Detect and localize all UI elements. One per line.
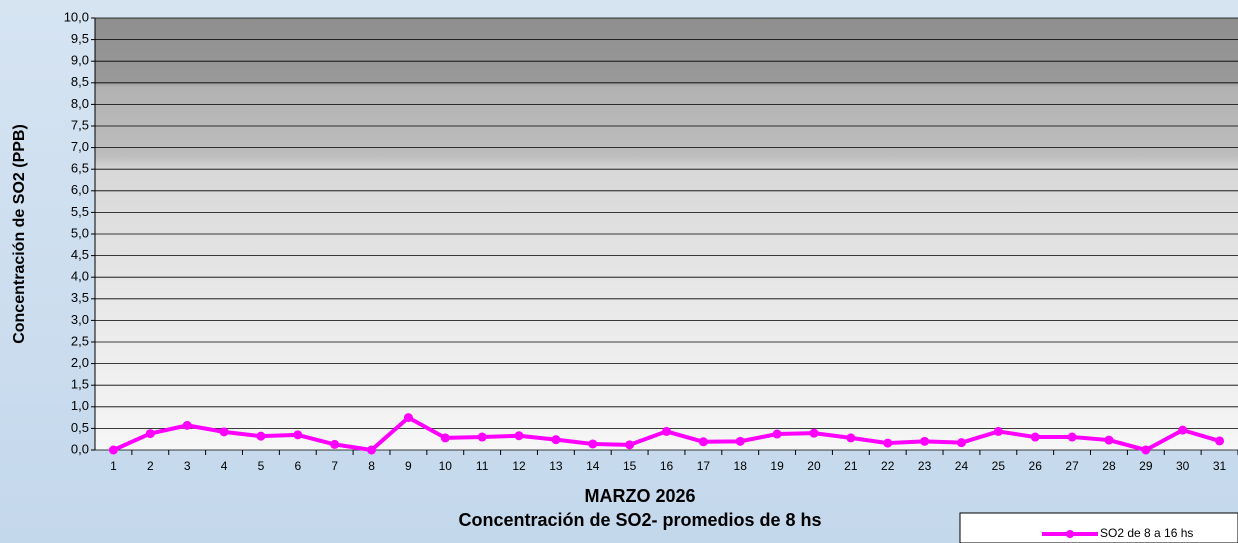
x-tick-label: 26 xyxy=(1029,459,1043,473)
x-tick-label: 31 xyxy=(1213,459,1227,473)
data-point xyxy=(736,437,745,446)
x-tick-label: 21 xyxy=(844,459,858,473)
x-tick-label: 18 xyxy=(734,459,748,473)
data-point xyxy=(256,432,265,441)
y-tick-label: 9,0 xyxy=(71,53,89,68)
data-point xyxy=(220,427,229,436)
legend xyxy=(960,513,1238,543)
legend-label: SO2 de 8 a 16 hs xyxy=(1100,526,1193,540)
data-point xyxy=(588,439,597,448)
data-point xyxy=(920,437,929,446)
y-tick-label: 7,5 xyxy=(71,117,89,132)
x-tick-label: 7 xyxy=(331,459,338,473)
data-point xyxy=(846,433,855,442)
chart-title: MARZO 2026 xyxy=(584,486,695,506)
x-tick-label: 1 xyxy=(110,459,117,473)
y-tick-label: 7,0 xyxy=(71,139,89,154)
x-tick-label: 28 xyxy=(1102,459,1116,473)
data-point xyxy=(1031,433,1040,442)
y-tick-label: 4,5 xyxy=(71,247,89,262)
data-point xyxy=(404,413,413,422)
y-axis-label: Concentración de SO2 (PPB) xyxy=(11,124,28,344)
x-tick-label: 15 xyxy=(623,459,637,473)
data-point xyxy=(957,438,966,447)
x-tick-label: 30 xyxy=(1176,459,1190,473)
x-tick-label: 5 xyxy=(258,459,265,473)
x-tick-label: 25 xyxy=(992,459,1006,473)
legend-marker xyxy=(1066,530,1074,538)
x-tick-label: 14 xyxy=(586,459,600,473)
chart: MARZO 2026 Concentración de SO2- promedi… xyxy=(0,0,1238,543)
y-tick-label: 5,5 xyxy=(71,204,89,219)
data-point xyxy=(994,427,1003,436)
x-tick-label: 27 xyxy=(1065,459,1079,473)
page: MARZO 2026 Concentración de SO2- promedi… xyxy=(0,0,1238,543)
x-tick-label: 2 xyxy=(147,459,154,473)
data-point xyxy=(699,437,708,446)
x-tick-label: 8 xyxy=(368,459,375,473)
data-point xyxy=(809,429,818,438)
data-point xyxy=(441,433,450,442)
data-point xyxy=(551,435,560,444)
data-point xyxy=(1215,436,1224,445)
data-point xyxy=(478,433,487,442)
y-tick-label: 3,0 xyxy=(71,312,89,327)
x-tick-label: 17 xyxy=(697,459,711,473)
y-tick-label: 10,0 xyxy=(64,9,89,24)
data-point xyxy=(146,429,155,438)
x-tick-label: 13 xyxy=(549,459,563,473)
data-point xyxy=(1178,426,1187,435)
data-point xyxy=(883,439,892,448)
y-tick-label: 8,5 xyxy=(71,74,89,89)
data-point xyxy=(293,430,302,439)
x-tick-label: 22 xyxy=(881,459,895,473)
chart-subtitle: Concentración de SO2- promedios de 8 hs xyxy=(458,510,821,530)
data-point xyxy=(1141,446,1150,455)
y-tick-label: 3,5 xyxy=(71,290,89,305)
y-tick-label: 1,5 xyxy=(71,377,89,392)
x-tick-label: 12 xyxy=(512,459,526,473)
y-tick-label: 2,0 xyxy=(71,355,89,370)
x-tick-label: 23 xyxy=(918,459,932,473)
y-tick-label: 6,5 xyxy=(71,161,89,176)
x-tick-label: 4 xyxy=(221,459,228,473)
y-tick-label: 0,0 xyxy=(71,441,89,456)
data-point xyxy=(515,431,524,440)
data-point xyxy=(330,440,339,449)
data-point xyxy=(367,446,376,455)
y-tick-label: 6,0 xyxy=(71,182,89,197)
data-point xyxy=(625,440,634,449)
data-point xyxy=(1104,436,1113,445)
y-tick-label: 5,0 xyxy=(71,225,89,240)
data-point xyxy=(109,446,118,455)
x-tick-label: 6 xyxy=(294,459,301,473)
x-tick-label: 29 xyxy=(1139,459,1153,473)
data-point xyxy=(662,427,671,436)
y-tick-label: 2,5 xyxy=(71,333,89,348)
y-tick-label: 9,5 xyxy=(71,31,89,46)
x-tick-label: 9 xyxy=(405,459,412,473)
x-tick-label: 19 xyxy=(770,459,784,473)
y-tick-label: 0,5 xyxy=(71,420,89,435)
data-point xyxy=(183,421,192,430)
x-tick-label: 11 xyxy=(476,459,489,473)
x-tick-label: 10 xyxy=(439,459,453,473)
data-point xyxy=(773,430,782,439)
x-tick-label: 24 xyxy=(955,459,969,473)
x-tick-label: 20 xyxy=(807,459,821,473)
x-tick-label: 16 xyxy=(660,459,674,473)
data-point xyxy=(1068,433,1077,442)
y-tick-label: 4,0 xyxy=(71,269,89,284)
x-tick-label: 3 xyxy=(184,459,191,473)
y-tick-label: 8,0 xyxy=(71,96,89,111)
y-tick-label: 1,0 xyxy=(71,398,89,413)
